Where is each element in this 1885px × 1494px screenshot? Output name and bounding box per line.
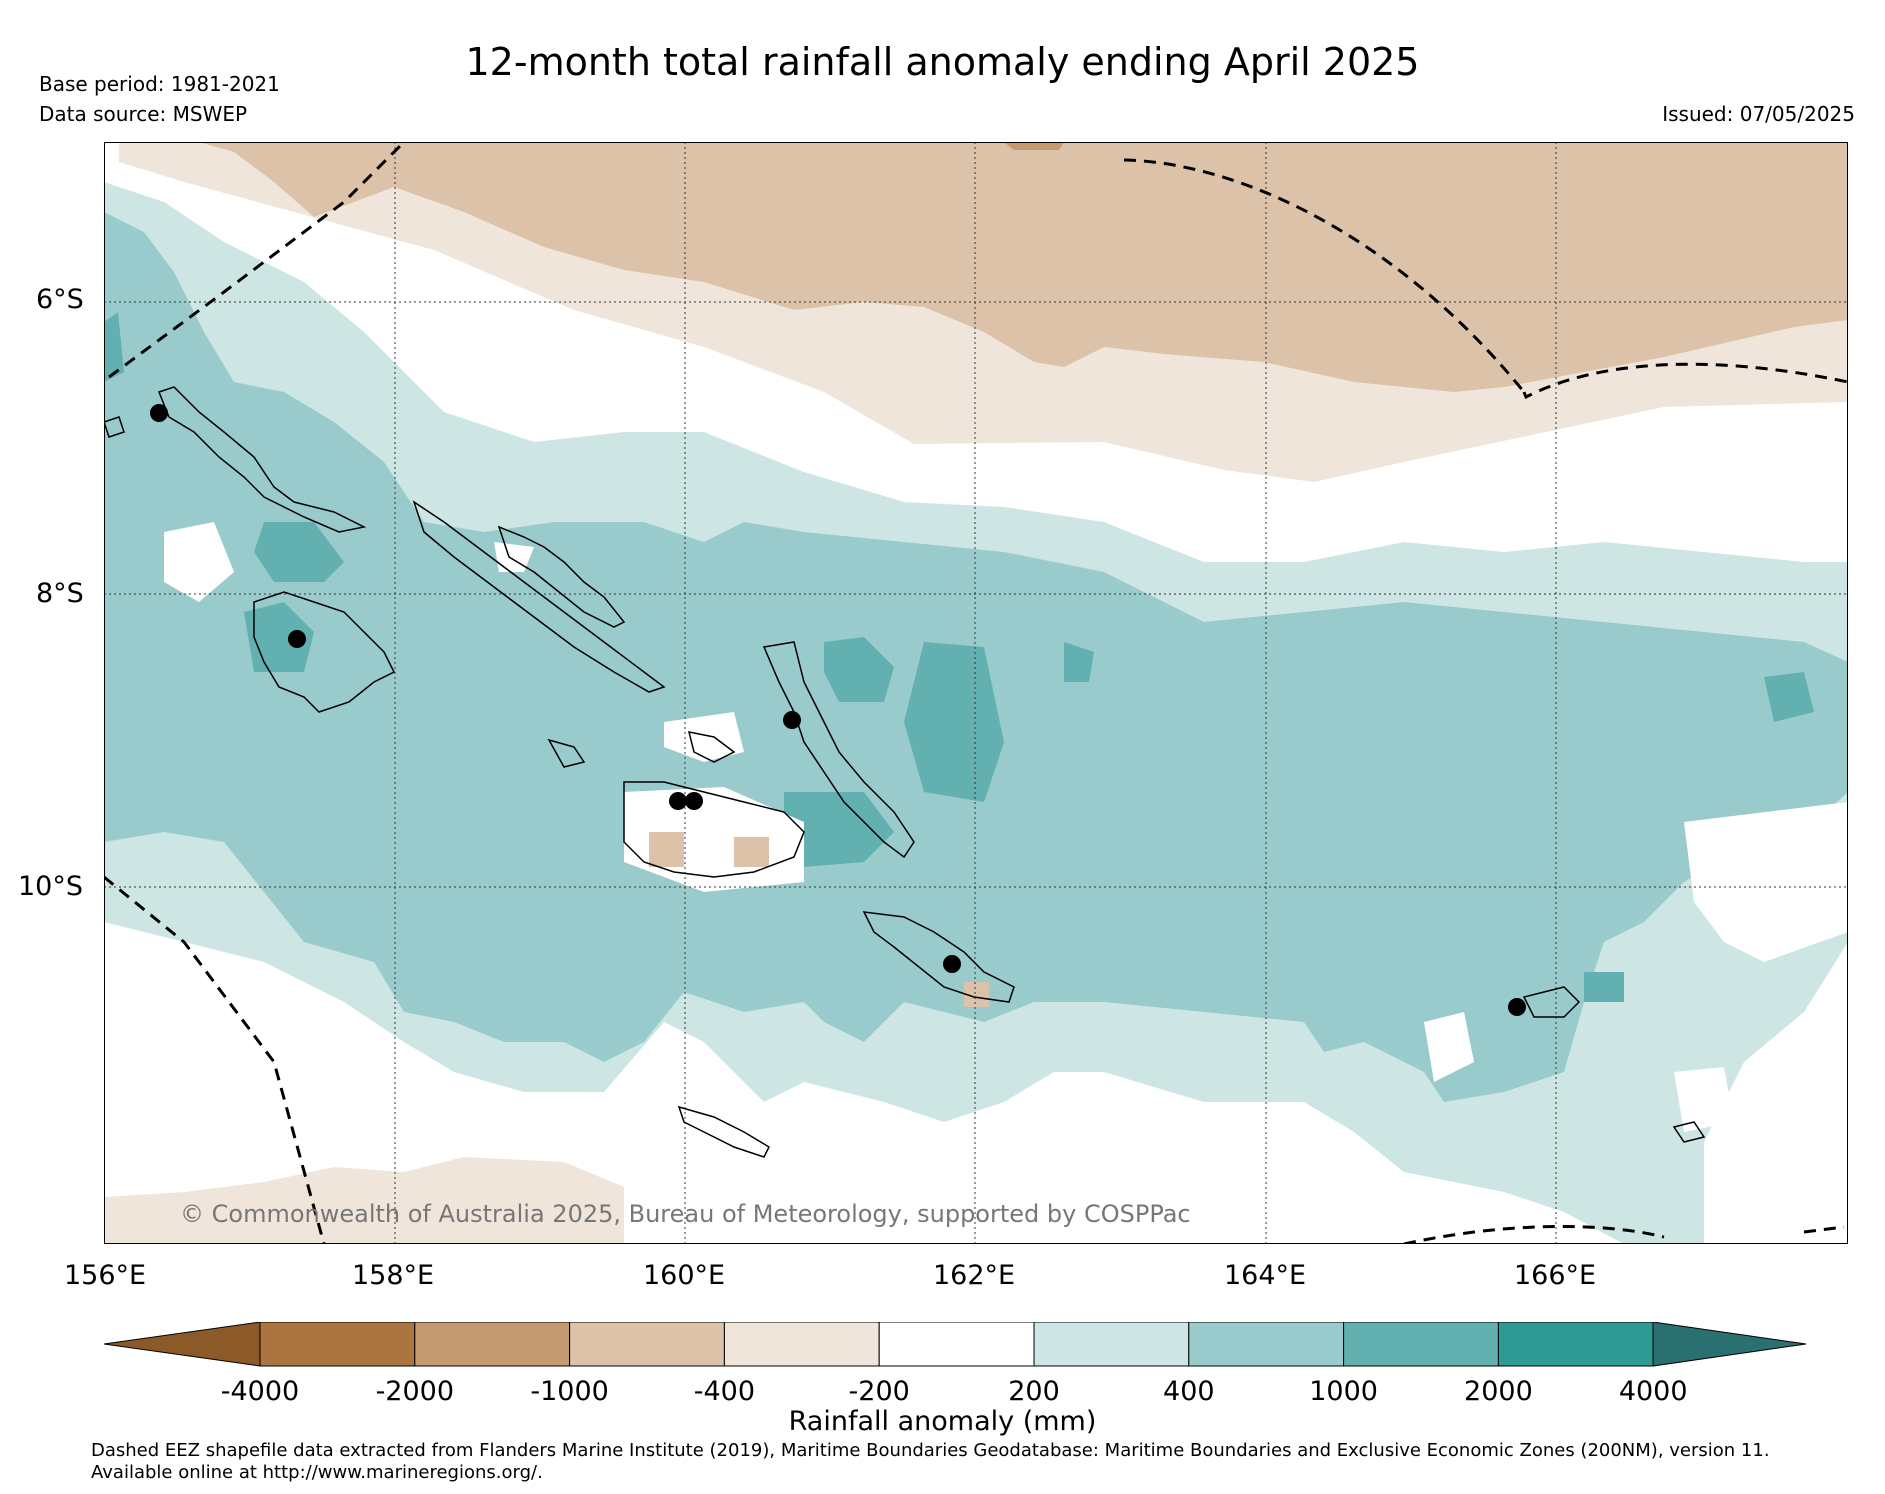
copyright-watermark: © Commonwealth of Australia 2025, Bureau… [180,1200,1191,1228]
station-marker [669,792,687,810]
colorbar-title: Rainfall anomaly (mm) [788,1406,1097,1437]
colorbar-ramp [103,1321,1807,1367]
wet-anomaly-1000-2000-g [104,312,124,382]
colorbar-segment-extend-max [1652,1321,1807,1367]
lon-label-164e: 164°E [1224,1260,1307,1291]
colorbar-tick-label: -400 [693,1376,756,1407]
dry-anomaly-medium-north [199,142,1848,392]
nendo-island [1522,986,1581,1018]
shortland-islands [104,416,125,438]
colorbar-tick-label: 4000 [1618,1376,1688,1407]
footnote-line-1: Dashed EEZ shapefile data extracted from… [91,1440,1770,1461]
wet-anomaly-1000-2000-i [1764,672,1814,722]
lon-label-160e: 160°E [643,1260,726,1291]
colorbar-tick-label: -200 [848,1376,910,1407]
neutral-anomaly-hole-g [494,542,534,572]
dry-anomaly-spot-a [649,832,684,867]
station-marker [288,630,306,648]
neutral-anomaly-hole-e [1424,1012,1474,1082]
colorbar-segment [1188,1321,1345,1367]
lon-label-162e: 162°E [933,1260,1016,1291]
lat-label-6s: 6°S [36,284,84,315]
florida-islands [687,731,736,763]
colorbar-segment [878,1321,1035,1367]
wet-anomaly-1000-2000-a [254,522,344,582]
eez-boundaries [104,142,1848,1244]
choiseul-island [412,500,666,693]
coastlines [104,386,1706,1158]
lon-label-156e: 156°E [64,1260,147,1291]
malaita-island [762,641,915,859]
bougainville-island [158,386,367,533]
colorbar-tick-label: -4000 [220,1376,300,1407]
footnote-line-2: Available online at http://www.marinereg… [91,1462,543,1483]
issued-date-label: Issued: 07/05/2025 [1662,102,1855,126]
wet-anomaly-1000-2000-e [1064,642,1094,682]
colorbar-ticks: -4000 -2000 -1000 -400 -200 200 400 1000 2000 400… [0,1376,1885,1410]
colorbar-segment [1033,1321,1190,1367]
new-georgia-island [253,591,396,713]
lat-label-10s: 10°S [18,871,83,902]
station-marker [783,711,801,729]
station-marker [943,955,961,973]
wet-anomaly-1000-2000-c [824,637,894,702]
base-period-label: Base period: 1981-2021 [39,72,280,96]
dry-anomaly-light-south [104,1157,624,1244]
wet-anomaly-1000-2000-h [1584,972,1624,1002]
wet-anomaly-1000-2000-d [904,642,1004,802]
russell-islands [547,738,586,768]
colorbar-tick-label: 2000 [1464,1376,1533,1407]
santa-isabel-island [497,525,626,628]
colorbar-segment [1497,1321,1654,1367]
guadalcanal-island [623,781,805,878]
neutral-anomaly-hole-d [1684,802,1848,962]
colorbar-tick-label: 200 [1008,1376,1060,1407]
neutral-anomaly-hole-b [664,712,744,762]
colorbar-tick-label: 1000 [1309,1376,1378,1407]
colorbar-tick-label: -1000 [530,1376,609,1407]
colorbar-segment [1343,1321,1499,1367]
colorbar-segment [723,1321,880,1367]
neutral-anomaly-hole-f [1674,1067,1734,1132]
colorbar [100,1321,1810,1374]
colorbar-segment-extend-min [103,1321,261,1367]
neutral-anomaly-hole-a [164,522,234,602]
map-border [104,142,1848,1244]
colorbar-segment [414,1321,571,1367]
dry-anomaly-spot-c [964,982,989,1007]
station-marker [685,792,703,810]
wet-anomaly-1000-2000-f [784,792,894,867]
colorbar-tick-label: 400 [1163,1376,1215,1407]
map-panel [104,142,1848,1244]
colorbar-tick-label: -2000 [375,1376,455,1407]
lon-label-166e: 166°E [1514,1260,1597,1291]
colorbar-segment [569,1321,725,1367]
graticule [104,142,1848,1244]
dry-anomaly-medium-dot [1004,142,1064,150]
makira-island [862,911,1015,1003]
vanikoro-island [1672,1121,1706,1143]
data-source-label: Data source: MSWEP [39,102,248,126]
station-marker [150,404,168,422]
station-marker [1508,998,1526,1016]
rennell-island [677,1105,770,1158]
station-markers [150,404,1526,1016]
rainfall-anomaly-map [104,142,1848,1244]
lon-label-158e: 158°E [352,1260,435,1291]
colorbar-segment [259,1321,416,1367]
lat-label-8s: 8°S [36,578,84,609]
dry-anomaly-spot-b [734,837,769,867]
map-title: 12-month total rainfall anomaly ending A… [465,40,1420,84]
